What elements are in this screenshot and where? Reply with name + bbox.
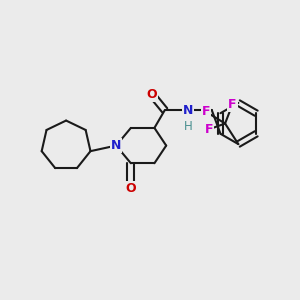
Text: O: O	[146, 88, 157, 100]
Text: O: O	[125, 182, 136, 195]
Text: F: F	[202, 105, 210, 118]
Text: H: H	[184, 120, 193, 133]
Text: N: N	[183, 104, 194, 117]
Text: N: N	[111, 139, 121, 152]
Text: F: F	[205, 123, 213, 136]
Text: F: F	[228, 98, 237, 111]
